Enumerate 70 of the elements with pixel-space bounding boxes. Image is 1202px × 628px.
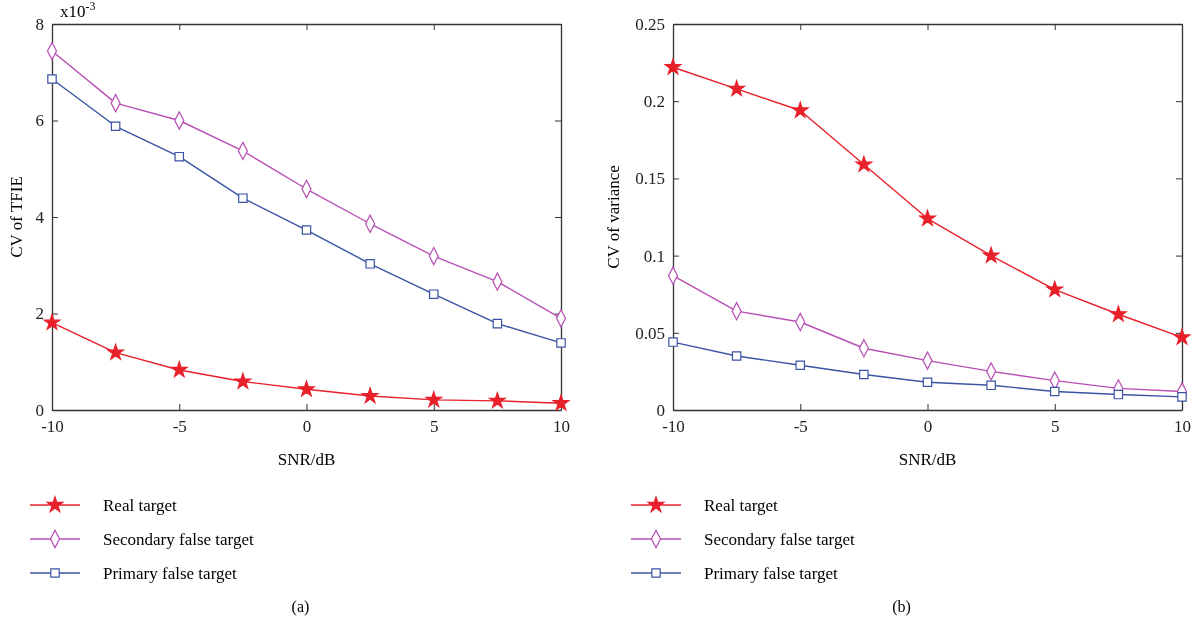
point bbox=[47, 74, 57, 84]
point bbox=[1113, 389, 1124, 400]
point bbox=[919, 209, 936, 226]
x-tick-label: 0 bbox=[302, 417, 312, 437]
y-tick-label: 0.25 bbox=[635, 14, 665, 34]
point bbox=[855, 155, 873, 172]
y-tick-label: 0.2 bbox=[643, 92, 665, 112]
legend-label: Secondary false target bbox=[103, 530, 255, 549]
y-tick-label: 0 bbox=[656, 400, 665, 420]
point bbox=[298, 380, 315, 397]
x-tick-label: 5 bbox=[1051, 417, 1060, 437]
point bbox=[791, 101, 809, 118]
point bbox=[1110, 305, 1127, 322]
y-tick-label: 2 bbox=[35, 304, 44, 324]
x-tick-label: 0 bbox=[923, 417, 933, 437]
x-tick-label: -5 bbox=[793, 417, 808, 437]
point bbox=[43, 313, 61, 330]
y-tick-label: 0 bbox=[35, 400, 44, 420]
x-tick-label: 5 bbox=[430, 417, 439, 437]
point bbox=[361, 387, 379, 404]
point bbox=[922, 377, 933, 387]
text: (b) bbox=[892, 598, 911, 616]
text: (a) bbox=[291, 598, 310, 616]
point bbox=[986, 380, 996, 391]
legend-label: Real target bbox=[103, 496, 178, 515]
x-tick-label: -10 bbox=[662, 417, 685, 437]
legend-label: Secondary false target bbox=[704, 530, 856, 549]
y-tick-label: 0.15 bbox=[635, 169, 665, 189]
point bbox=[728, 80, 745, 97]
y-tick-label: 8 bbox=[35, 14, 44, 34]
point bbox=[107, 343, 124, 360]
point bbox=[664, 58, 682, 75]
x-axis-title: SNR/dB bbox=[277, 450, 336, 469]
point bbox=[1046, 280, 1064, 297]
point bbox=[556, 338, 566, 348]
point bbox=[489, 392, 506, 409]
legend-label: Primary false target bbox=[704, 564, 839, 583]
point bbox=[982, 246, 1000, 263]
legend-label: Real target bbox=[704, 496, 779, 515]
point bbox=[238, 193, 248, 203]
point bbox=[1177, 392, 1187, 402]
point bbox=[492, 318, 503, 329]
point bbox=[301, 225, 312, 235]
y-tick-label: 0.05 bbox=[635, 323, 665, 343]
point bbox=[234, 372, 252, 389]
point bbox=[859, 369, 869, 380]
x-tick-label: -5 bbox=[172, 417, 187, 437]
point bbox=[552, 394, 570, 411]
y-axis-title: CV of variance bbox=[604, 165, 623, 269]
point bbox=[731, 351, 742, 361]
point bbox=[170, 361, 188, 378]
point bbox=[425, 391, 443, 408]
y-tick-label: 4 bbox=[35, 207, 45, 227]
x-tick-label: 10 bbox=[553, 417, 570, 437]
point bbox=[668, 337, 678, 347]
y-tick-label: 0.1 bbox=[643, 246, 665, 266]
legend-label: Primary false target bbox=[103, 564, 238, 583]
point bbox=[795, 360, 806, 371]
x-tick-label: -10 bbox=[41, 417, 64, 437]
point bbox=[1173, 328, 1191, 345]
point bbox=[365, 259, 375, 269]
y-axis-title: CV of TFIE bbox=[7, 176, 26, 258]
point bbox=[1049, 386, 1060, 397]
point bbox=[174, 151, 185, 162]
x-tick-label: 10 bbox=[1174, 417, 1191, 437]
point bbox=[428, 289, 439, 299]
text: x10$^{-3}$ bbox=[60, 0, 96, 21]
point bbox=[110, 121, 121, 132]
y-tick-label: 6 bbox=[35, 111, 44, 131]
x-axis-title: SNR/dB bbox=[898, 450, 957, 469]
